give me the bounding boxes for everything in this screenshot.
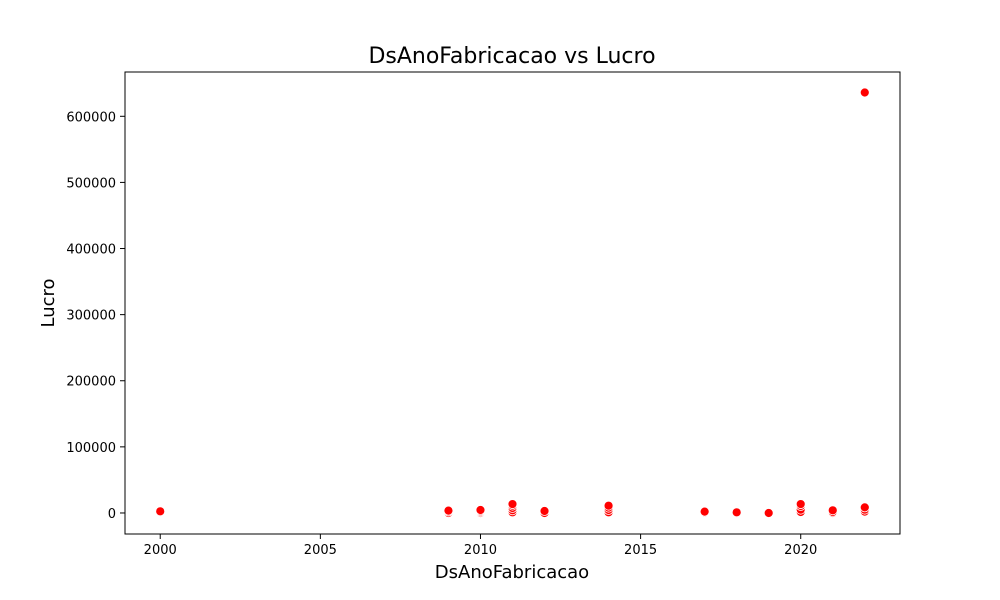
data-point xyxy=(475,505,486,515)
data-point xyxy=(603,500,614,511)
data-point xyxy=(507,499,518,509)
data-point xyxy=(859,502,870,513)
data-point xyxy=(859,87,870,98)
data-point xyxy=(155,506,166,517)
y-tick-label: 300000 xyxy=(66,309,116,324)
x-tick-label: 2010 xyxy=(464,543,497,558)
data-point xyxy=(731,507,742,518)
y-tick-label: 200000 xyxy=(66,375,116,390)
x-tick-label: 2020 xyxy=(784,543,817,558)
data-point xyxy=(795,499,806,509)
y-axis-label: Lucro xyxy=(38,278,59,327)
x-tick-label: 2015 xyxy=(624,543,657,558)
y-tick-label: 100000 xyxy=(66,441,116,456)
axis-ticks: 2000 2005 2010 2015 2020 0 100000 200000 300000 4… xyxy=(66,110,817,558)
y-tick-label: 400000 xyxy=(66,243,116,258)
data-point xyxy=(763,508,774,518)
data-point xyxy=(443,505,454,516)
x-tick-label: 2000 xyxy=(144,543,177,558)
data-point xyxy=(539,506,550,516)
data-point xyxy=(699,506,710,517)
plot-frame xyxy=(124,71,901,535)
y-tick-label: 600000 xyxy=(66,110,116,125)
x-tick-label: 2005 xyxy=(304,543,337,558)
chart-title: DsAnoFabricacao vs Lucro xyxy=(368,44,655,69)
y-tick-label: 0 xyxy=(108,507,116,522)
x-axis-label: DsAnoFabricacao xyxy=(435,562,589,583)
data-points xyxy=(155,87,870,518)
y-tick-label: 500000 xyxy=(66,176,116,191)
data-point xyxy=(827,505,838,516)
